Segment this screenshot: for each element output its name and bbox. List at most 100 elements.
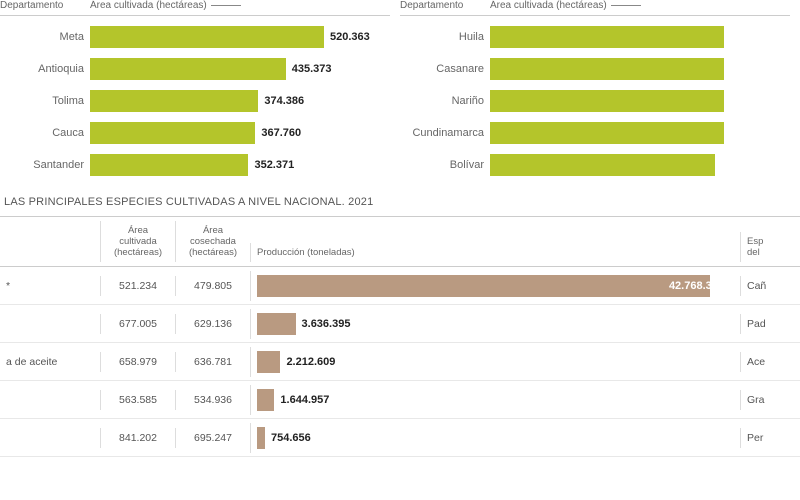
- cell-prod: 3.636.395: [250, 309, 740, 339]
- bar: [90, 154, 248, 176]
- bar-wrap: 520.363: [90, 22, 390, 52]
- dept-label: Bolívar: [400, 159, 490, 171]
- prod-value: 754.656: [271, 432, 311, 444]
- dept-label: Santander: [0, 159, 90, 171]
- cell-species: [0, 320, 100, 328]
- table-row: 677.005629.136 3.636.395 Pad: [0, 305, 800, 343]
- cell-species: [0, 434, 100, 442]
- prod-value: 42.768.366: [669, 280, 724, 292]
- table-header: Área cultivada (hectáreas) Área cosechad…: [0, 217, 800, 267]
- cell-out: Gra: [740, 390, 800, 410]
- bar-value: 352.371: [254, 159, 294, 171]
- prod-bar: [257, 427, 265, 449]
- left-header: Departamento Área cultivada (hectáreas): [0, 0, 390, 16]
- cell-species: *: [0, 276, 100, 296]
- cell-area-cos: 636.781: [175, 352, 250, 372]
- cell-area-cult: 677.005: [100, 314, 175, 334]
- bar-value: 435.373: [292, 63, 332, 75]
- bar-wrap: [490, 54, 790, 84]
- dept-label: Cundinamarca: [400, 127, 490, 139]
- th-area-cult: Área cultivada (hectáreas): [100, 221, 175, 262]
- cell-area-cos: 695.247: [175, 428, 250, 448]
- prod-bar: [257, 351, 280, 373]
- cell-area-cos: 534.936: [175, 390, 250, 410]
- bar-wrap: [490, 22, 790, 52]
- th-prod: Producción (toneladas): [250, 243, 740, 262]
- bar-wrap: 352.371: [90, 150, 390, 180]
- dept-row: Antioquia 435.373: [0, 54, 390, 84]
- dept-label: Huila: [400, 31, 490, 43]
- left-column: Departamento Área cultivada (hectáreas) …: [0, 0, 400, 182]
- dept-label: Nariño: [400, 95, 490, 107]
- dept-label: Antioquia: [0, 63, 90, 75]
- bar-value: 374.386: [264, 95, 304, 107]
- dept-row: Cauca 367.760: [0, 118, 390, 148]
- bar: [490, 154, 715, 176]
- cell-prod: 2.212.609: [250, 347, 740, 377]
- cell-species: [0, 396, 100, 404]
- bar-wrap: 367.760: [90, 118, 390, 148]
- top-bar-charts: Departamento Área cultivada (hectáreas) …: [0, 0, 800, 190]
- header-dept-right: Departamento: [400, 0, 490, 11]
- dept-row: Santander 352.371: [0, 150, 390, 180]
- dept-label: Tolima: [0, 95, 90, 107]
- table-row: 841.202695.247 754.656 Per: [0, 419, 800, 457]
- bar-value: 520.363: [330, 31, 370, 43]
- prod-bar: [257, 389, 274, 411]
- bar-wrap: [490, 86, 790, 116]
- bar: [490, 58, 724, 80]
- prod-value: 3.636.395: [302, 318, 351, 330]
- table-row: a de aceite658.979636.781 2.212.609 Ace: [0, 343, 800, 381]
- dept-row: Bolívar: [400, 150, 790, 180]
- header-dept-left: Departamento: [0, 0, 90, 11]
- prod-value: 1.644.957: [280, 394, 329, 406]
- dept-row: Casanare: [400, 54, 790, 84]
- bar-wrap: [490, 118, 790, 148]
- dept-row: Cundinamarca: [400, 118, 790, 148]
- cell-prod: 1.644.957: [250, 385, 740, 415]
- table-row: 563.585534.936 1.644.957 Gra: [0, 381, 800, 419]
- bar: [90, 26, 324, 48]
- prod-bar: [257, 275, 710, 297]
- bar-value: 367.760: [261, 127, 301, 139]
- cell-area-cult: 841.202: [100, 428, 175, 448]
- header-area-left: Área cultivada (hectáreas): [90, 0, 390, 11]
- dept-row: Tolima 374.386: [0, 86, 390, 116]
- cell-prod: 42.768.366: [250, 271, 740, 301]
- bar: [90, 58, 286, 80]
- species-table: Área cultivada (hectáreas) Área cosechad…: [0, 216, 800, 457]
- dept-row: Huila: [400, 22, 790, 52]
- bar-wrap: [490, 150, 790, 180]
- cell-area-cos: 629.136: [175, 314, 250, 334]
- dept-label: Casanare: [400, 63, 490, 75]
- dept-label: Cauca: [0, 127, 90, 139]
- dept-row: Nariño: [400, 86, 790, 116]
- cell-area-cult: 658.979: [100, 352, 175, 372]
- bar-wrap: 435.373: [90, 54, 390, 84]
- bar: [490, 26, 724, 48]
- cell-out: Pad: [740, 314, 800, 334]
- cell-out: Cañ: [740, 276, 800, 296]
- bar-wrap: 374.386: [90, 86, 390, 116]
- cell-area-cult: 521.234: [100, 276, 175, 296]
- th-out: Esp del: [740, 232, 800, 262]
- dept-label: Meta: [0, 31, 90, 43]
- prod-bar: [257, 313, 296, 335]
- right-header: Departamento Área cultivada (hectáreas): [400, 0, 790, 16]
- bar: [90, 90, 258, 112]
- cell-area-cult: 563.585: [100, 390, 175, 410]
- th-area-cos: Área cosechada (hectáreas): [175, 221, 250, 262]
- table-row: *521.234479.805 42.768.366 Cañ: [0, 267, 800, 305]
- cell-species: a de aceite: [0, 352, 100, 372]
- cell-prod: 754.656: [250, 423, 740, 453]
- header-area-right: Área cultivada (hectáreas): [490, 0, 790, 11]
- cell-out: Per: [740, 428, 800, 448]
- cell-out: Ace: [740, 352, 800, 372]
- cell-area-cos: 479.805: [175, 276, 250, 296]
- bar: [90, 122, 255, 144]
- section-title: LAS PRINCIPALES ESPECIES CULTIVADAS A NI…: [0, 196, 800, 208]
- bar: [490, 90, 724, 112]
- prod-value: 2.212.609: [286, 356, 335, 368]
- bar: [490, 122, 724, 144]
- dept-row: Meta 520.363: [0, 22, 390, 52]
